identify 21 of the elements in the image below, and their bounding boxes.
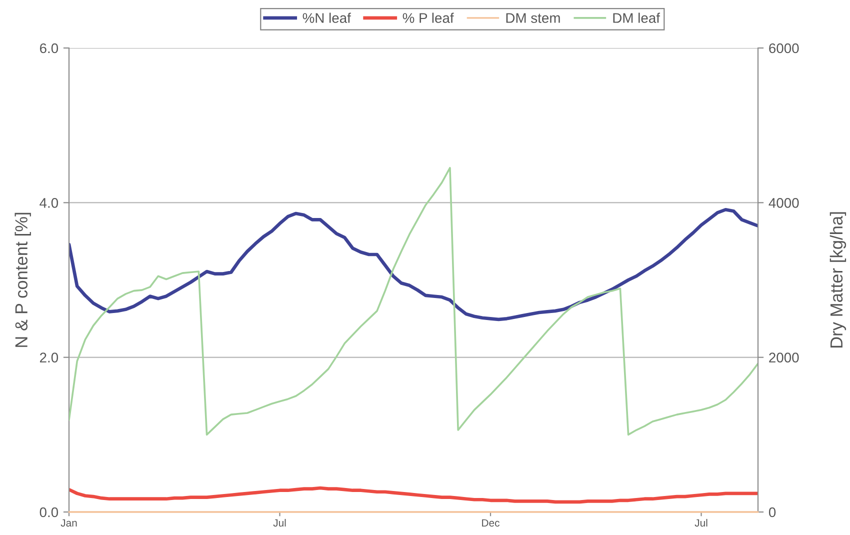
legend-label: %N leaf	[302, 12, 351, 23]
x-tick-label: Dec	[482, 519, 500, 527]
y-tick-label: 4.0	[40, 198, 58, 208]
y-axis-title: N & P content [%]	[14, 212, 31, 347]
legend-label: % P leaf	[402, 12, 454, 23]
x-tick-label: Jul	[694, 518, 708, 527]
y2-tick-label: 2000	[769, 352, 799, 363]
y2-tick-label: 0	[768, 507, 776, 518]
legend-label: DM leaf	[613, 12, 660, 23]
y2-tick-label: 4000	[768, 198, 799, 208]
y2-axis-title: Dry Matter [kg/ha]	[830, 212, 846, 348]
legend-label: DM stem	[506, 13, 560, 23]
line-series	[69, 166, 758, 436]
y2-tick-label: 6000	[769, 43, 799, 54]
x-tick-label: Jul	[273, 518, 286, 527]
line-series	[69, 208, 758, 322]
y-tick-label: 0.0	[40, 507, 58, 518]
line-series	[69, 486, 758, 504]
y-tick-label: 2.0	[40, 352, 58, 363]
y-tick-label: 6.0	[40, 43, 58, 54]
x-tick-label: Jan	[60, 519, 77, 527]
